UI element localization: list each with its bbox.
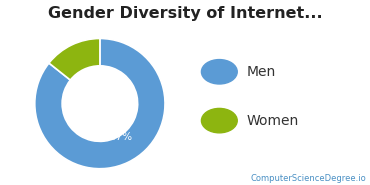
Text: ComputerScienceDegree.io: ComputerScienceDegree.io bbox=[250, 174, 366, 183]
Circle shape bbox=[201, 108, 237, 133]
Wedge shape bbox=[49, 38, 100, 80]
Text: Men: Men bbox=[247, 65, 276, 79]
Text: 85.7%: 85.7% bbox=[100, 132, 132, 142]
Circle shape bbox=[201, 60, 237, 84]
Text: Gender Diversity of Internet...: Gender Diversity of Internet... bbox=[48, 6, 322, 21]
Text: Women: Women bbox=[247, 114, 299, 128]
Wedge shape bbox=[35, 38, 165, 169]
